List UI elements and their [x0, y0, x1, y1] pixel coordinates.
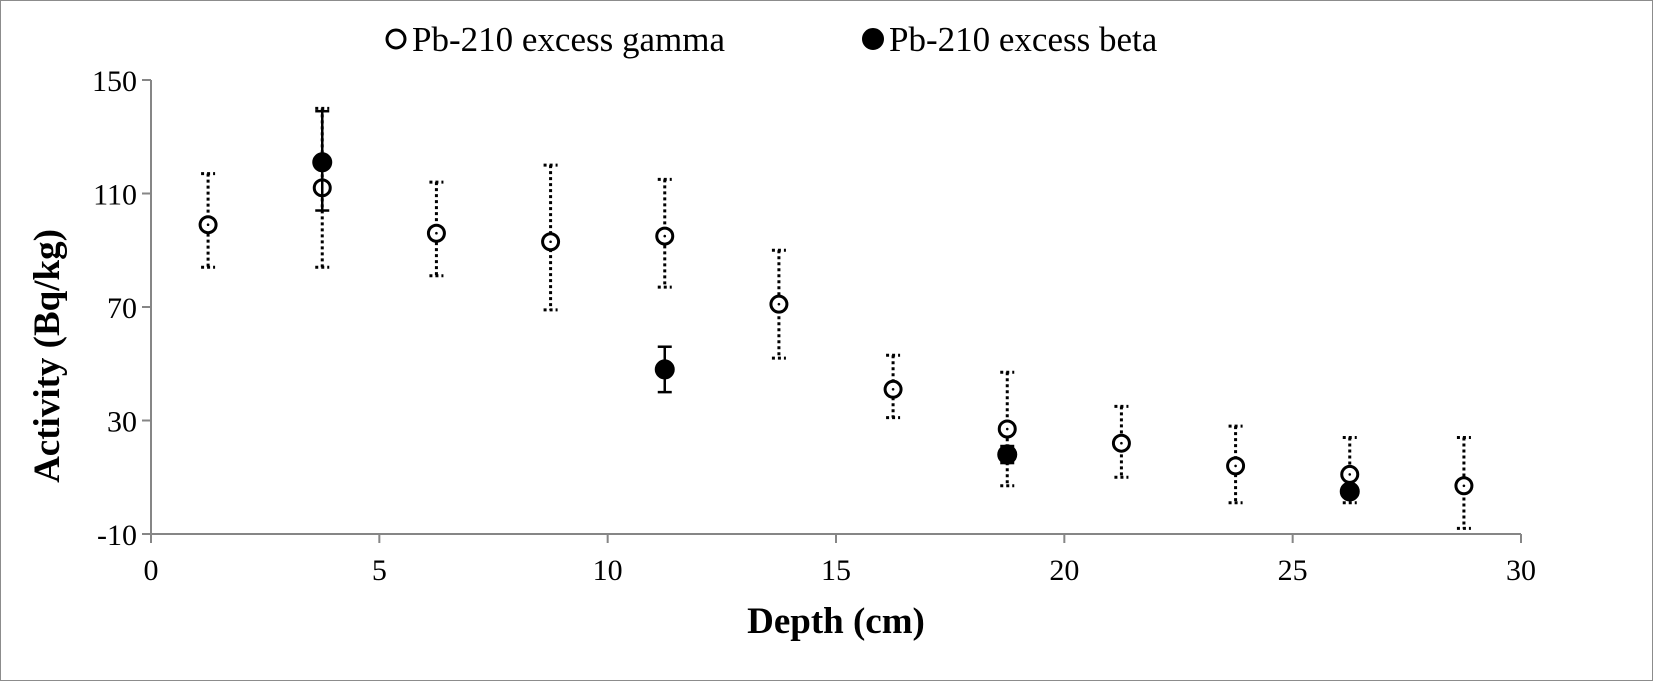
data-point-center — [1462, 484, 1466, 488]
data-point — [1339, 481, 1360, 502]
y-tick-label: 70 — [107, 292, 137, 325]
legend: Pb-210 excess gamma Pb-210 excess beta — [385, 20, 1158, 59]
series-0 — [198, 106, 1474, 530]
x-tick-label: 30 — [1506, 554, 1536, 587]
legend-marker-beta — [862, 28, 884, 50]
data-point-center — [435, 231, 438, 235]
x-tick-label: 20 — [1049, 554, 1079, 587]
data-point-center — [777, 302, 781, 306]
x-axis-title: Depth (cm) — [747, 601, 925, 642]
y-tick-label: 110 — [93, 179, 137, 212]
x-tick-label: 0 — [144, 554, 159, 587]
data-point-center — [206, 223, 210, 227]
data-point-center — [1348, 473, 1352, 476]
data-point-center — [549, 240, 552, 244]
data-point-center — [1234, 464, 1237, 468]
y-tick-label: -10 — [97, 519, 137, 552]
y-tick-label: 150 — [92, 65, 137, 98]
data-point-center — [891, 387, 895, 391]
x-tick-label: 5 — [372, 554, 387, 587]
y-axis-title: Activity (Bq/kg) — [27, 229, 68, 483]
plot-area — [198, 106, 1474, 530]
data-point-center — [663, 234, 667, 238]
legend-label-gamma: Pb-210 excess gamma — [412, 20, 725, 59]
x-tick-label: 10 — [593, 554, 623, 587]
data-point — [312, 152, 333, 173]
legend-label-beta: Pb-210 excess beta — [889, 20, 1158, 59]
legend-marker-gamma — [385, 28, 407, 50]
data-point-center — [1005, 427, 1009, 431]
y-axis-ticks: -10 30 70 110 150 — [92, 65, 151, 552]
data-point-center — [1120, 441, 1123, 445]
x-axis-ticks: 0 5 10 15 20 25 30 — [144, 534, 1536, 587]
y-tick-label: 30 — [107, 406, 137, 439]
data-point — [997, 444, 1018, 465]
x-tick-label: 15 — [821, 554, 851, 587]
data-point — [654, 359, 675, 380]
series-1 — [312, 109, 1360, 502]
x-tick-label: 25 — [1278, 554, 1308, 587]
